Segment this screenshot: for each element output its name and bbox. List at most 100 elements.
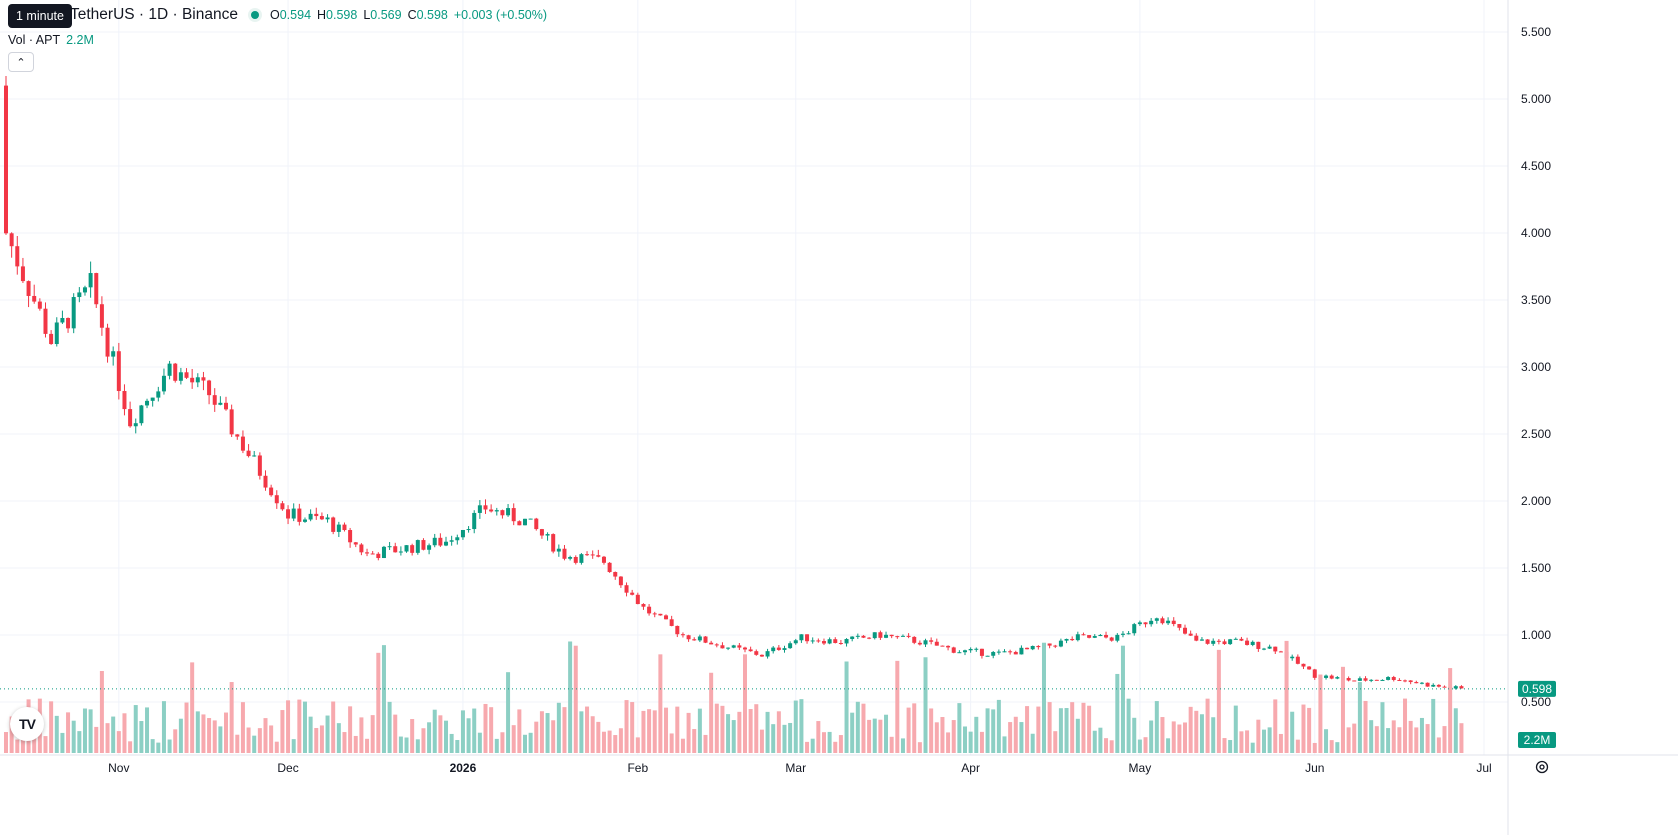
candle-body bbox=[359, 544, 364, 553]
volume-bar bbox=[116, 731, 121, 753]
candle-body bbox=[1295, 656, 1300, 664]
open-value: O0.594 bbox=[270, 8, 312, 22]
candle-body bbox=[218, 402, 223, 405]
volume-bar bbox=[1391, 720, 1396, 753]
volume-bar bbox=[1002, 736, 1007, 753]
candle-body bbox=[1025, 647, 1030, 650]
candle-body bbox=[99, 304, 104, 328]
candle-body bbox=[1278, 651, 1283, 653]
last-volume-label: 2.2M bbox=[1524, 733, 1551, 747]
candle-body bbox=[906, 635, 911, 637]
candle-body bbox=[991, 652, 996, 656]
volume-bar bbox=[1030, 733, 1035, 753]
volume-bar bbox=[596, 721, 601, 753]
time-tick-label: Jun bbox=[1305, 761, 1324, 775]
candle-body bbox=[1374, 679, 1379, 681]
volume-bar bbox=[1098, 727, 1103, 753]
volume-bar bbox=[1188, 706, 1193, 753]
candle-body bbox=[88, 273, 93, 288]
time-tick-label: Mar bbox=[785, 761, 806, 775]
candle-body bbox=[714, 644, 719, 646]
volume-bar bbox=[669, 733, 674, 753]
volume-bar bbox=[1419, 717, 1424, 753]
candle-body bbox=[370, 553, 375, 555]
volume-bar bbox=[833, 741, 838, 753]
candle-body bbox=[1058, 640, 1063, 647]
candle-body bbox=[1030, 645, 1035, 650]
volume-bar bbox=[370, 715, 375, 753]
volume-bar bbox=[122, 713, 127, 753]
candle-body bbox=[128, 409, 133, 427]
candle-body bbox=[302, 519, 307, 522]
volume-bar bbox=[1154, 701, 1159, 753]
candle-body bbox=[630, 592, 635, 595]
volume-bar bbox=[1301, 704, 1306, 753]
symbol-legend: TetherUS · 1D · Binance O0.594 H0.598 L0… bbox=[8, 6, 547, 24]
price-tick-label: 3.500 bbox=[1521, 293, 1551, 307]
candle-body bbox=[156, 391, 161, 398]
volume-bar bbox=[1092, 730, 1097, 753]
candle-body bbox=[1120, 633, 1125, 635]
volume-bar bbox=[1340, 666, 1345, 753]
candle-body bbox=[427, 545, 432, 550]
volume-bar bbox=[963, 726, 968, 753]
settings-icon[interactable] bbox=[1534, 759, 1550, 775]
volume-bar bbox=[432, 709, 437, 753]
volume-bar bbox=[855, 701, 860, 753]
volume-bar bbox=[494, 738, 499, 753]
candle-body bbox=[709, 642, 714, 645]
candle-body bbox=[1307, 666, 1312, 670]
symbol-title[interactable]: TetherUS · 1D · Binance bbox=[70, 6, 238, 23]
candle-body bbox=[827, 639, 832, 644]
volume-bar bbox=[1222, 738, 1227, 753]
volume-bar bbox=[1329, 740, 1334, 753]
candle-body bbox=[816, 640, 821, 642]
candle-body bbox=[26, 281, 31, 296]
volume-bar bbox=[161, 701, 166, 753]
volume-bar bbox=[714, 703, 719, 753]
volume-bar bbox=[1143, 737, 1148, 753]
candle-body bbox=[1109, 637, 1114, 641]
volume-bar bbox=[4, 732, 8, 753]
candle-body bbox=[1154, 618, 1159, 621]
volume-bar bbox=[1137, 739, 1142, 753]
candle-body bbox=[1132, 624, 1137, 634]
volume-bar bbox=[1216, 649, 1221, 753]
candle-body bbox=[1442, 686, 1447, 688]
volume-bar bbox=[1307, 707, 1312, 753]
volume-bar bbox=[1194, 710, 1199, 753]
candle-body bbox=[1324, 675, 1329, 678]
volume-bar bbox=[1312, 742, 1317, 753]
candle-body bbox=[1194, 635, 1199, 641]
volume-bar bbox=[111, 716, 116, 753]
tradingview-logo-icon[interactable]: TV bbox=[10, 707, 44, 741]
candle-body bbox=[968, 648, 973, 651]
chevron-up-icon[interactable]: ⌃ bbox=[8, 52, 34, 72]
volume-bar bbox=[743, 654, 747, 753]
price-tick-label: 5.500 bbox=[1521, 25, 1551, 39]
candle-body bbox=[145, 400, 150, 406]
volume-bar bbox=[398, 736, 403, 753]
candle-body bbox=[263, 475, 268, 488]
candle-body bbox=[765, 651, 770, 657]
volume-bar bbox=[71, 720, 76, 753]
candle-body bbox=[1233, 638, 1238, 640]
volume-bar bbox=[190, 662, 195, 753]
candle-body bbox=[579, 554, 584, 563]
last-price-badge bbox=[1518, 680, 1556, 697]
high-value: H0.598 bbox=[317, 8, 358, 22]
candle-body bbox=[20, 266, 25, 282]
candle-body bbox=[1245, 640, 1250, 645]
volume-bar bbox=[1267, 727, 1272, 753]
volume-bar bbox=[49, 701, 54, 753]
volume-bar bbox=[246, 727, 251, 753]
candle-body bbox=[455, 537, 460, 541]
candle-body bbox=[934, 641, 939, 646]
volume-bar bbox=[912, 703, 917, 753]
volume-bar bbox=[1205, 698, 1210, 753]
candle-body bbox=[1256, 641, 1261, 649]
volume-bar bbox=[522, 734, 527, 753]
candle-body bbox=[460, 529, 465, 538]
volume-bar bbox=[517, 709, 522, 753]
